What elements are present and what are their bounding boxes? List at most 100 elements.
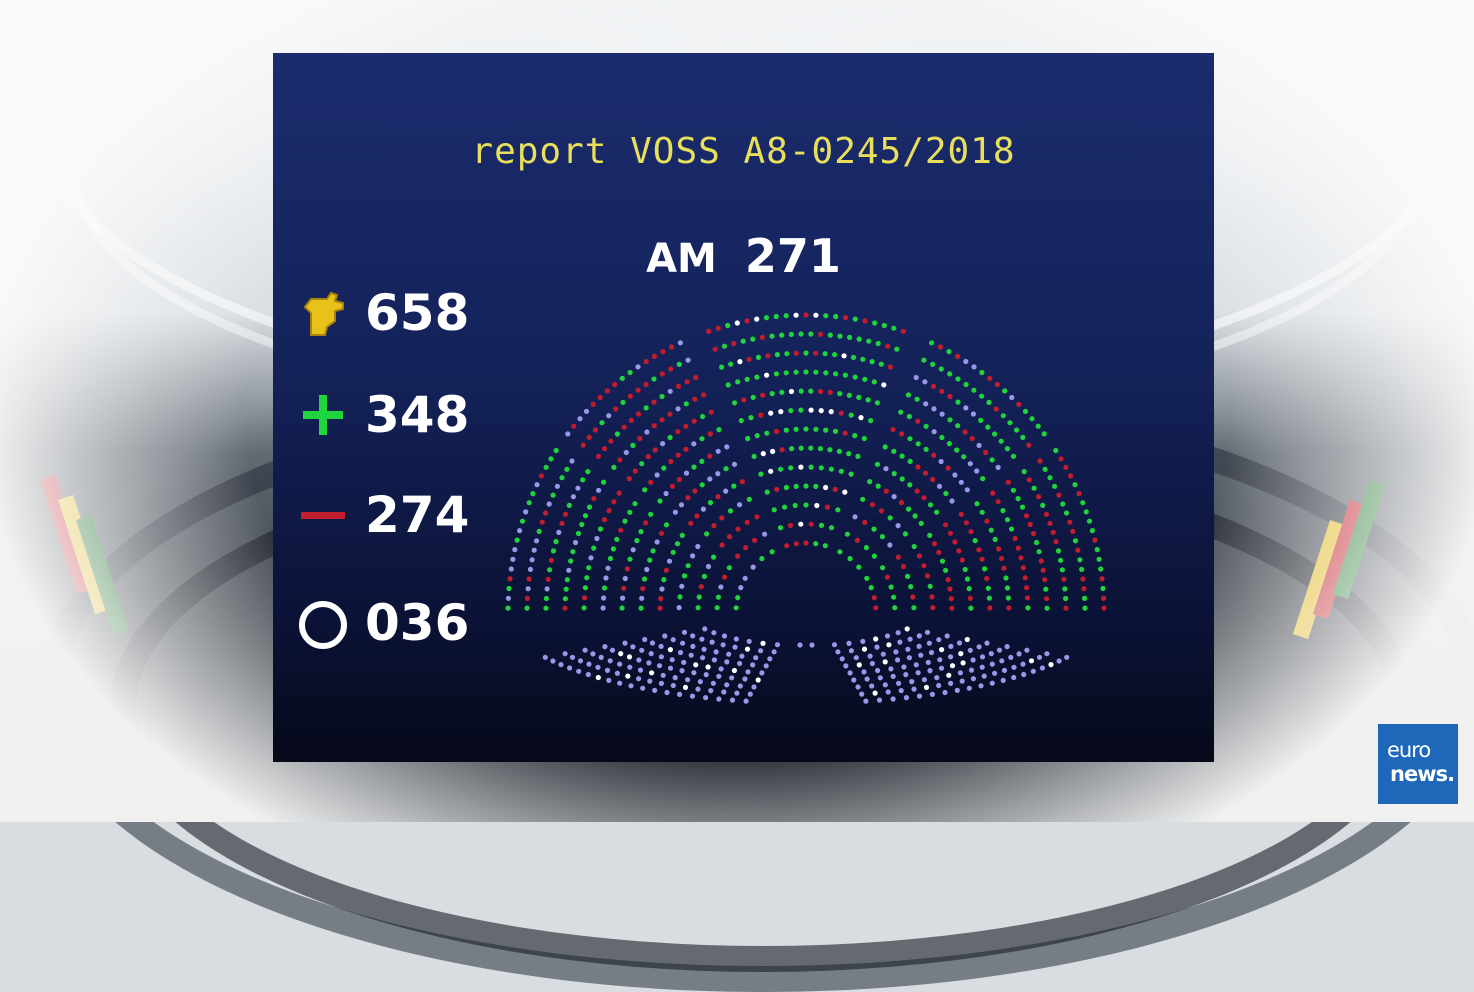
seat-dot xyxy=(927,668,933,674)
seat-dot xyxy=(693,662,699,668)
seat-dot xyxy=(725,382,731,388)
seat-dot xyxy=(1037,458,1043,464)
seat-dot xyxy=(692,396,698,402)
seat-dot xyxy=(967,595,973,601)
seat-dot xyxy=(793,541,799,547)
seat-dot xyxy=(642,636,648,643)
seat-dot xyxy=(1101,605,1107,611)
seat-dot xyxy=(556,529,562,535)
seat-dot xyxy=(627,664,633,670)
seat-dot xyxy=(1075,547,1081,553)
seat-dot xyxy=(550,492,556,498)
seat-dot xyxy=(1058,456,1064,462)
seat-dot xyxy=(685,677,691,683)
seat-dot xyxy=(1044,596,1050,602)
seat-dot xyxy=(676,476,682,483)
seat-dot xyxy=(847,670,853,676)
seat-dot xyxy=(832,352,838,358)
seat-dot xyxy=(643,405,649,411)
seat-dot xyxy=(702,626,708,632)
seat-dot xyxy=(881,322,887,329)
seat-dot xyxy=(939,647,945,653)
seat-dot xyxy=(638,529,644,535)
seat-dot xyxy=(851,677,857,683)
seat-dot xyxy=(762,531,768,537)
seat-dot xyxy=(642,487,648,493)
seat-dot xyxy=(719,515,725,521)
seat-dot xyxy=(970,657,976,663)
seat-dot xyxy=(817,388,824,395)
seat-dot xyxy=(911,605,917,611)
seat-dot xyxy=(568,558,574,564)
seat-dot xyxy=(1101,595,1107,601)
seat-dot xyxy=(670,637,676,643)
seat-dot xyxy=(777,525,784,531)
seat-dot xyxy=(964,576,971,582)
seat-dot xyxy=(632,501,638,507)
seat-dot xyxy=(617,661,623,667)
seat-dot xyxy=(640,685,646,691)
seat-dot xyxy=(898,409,904,415)
seat-dot xyxy=(922,470,929,476)
seat-dot xyxy=(1036,549,1042,555)
seat-dot xyxy=(606,413,612,419)
seat-dot xyxy=(958,651,964,657)
seat-dot xyxy=(882,682,888,688)
seat-dot xyxy=(902,531,909,537)
seat-dot xyxy=(677,594,683,600)
seat-dot xyxy=(666,558,673,564)
seat-dot xyxy=(763,315,770,321)
seat-dot xyxy=(968,605,974,611)
seat-dot xyxy=(548,456,554,462)
seat-dot xyxy=(871,553,878,559)
seat-dot xyxy=(793,483,799,489)
seat-dot xyxy=(729,675,735,681)
seat-dot xyxy=(943,567,949,573)
seat-dot xyxy=(1009,394,1015,401)
seat-dot xyxy=(911,543,917,550)
seat-dot xyxy=(1063,595,1069,602)
seat-dot xyxy=(936,549,942,555)
seat-dot xyxy=(888,584,894,590)
seat-dot xyxy=(1033,539,1040,546)
seat-dot xyxy=(907,436,913,442)
seat-dot xyxy=(601,517,608,523)
seat-dot xyxy=(873,636,879,642)
seat-dot xyxy=(1063,510,1070,516)
seat-dot xyxy=(1094,547,1100,553)
seat-dot xyxy=(1016,651,1022,657)
seat-dot xyxy=(1062,586,1068,592)
seat-dot xyxy=(718,666,724,672)
seat-dot xyxy=(595,453,602,459)
seat-dot xyxy=(538,473,544,479)
seat-dot xyxy=(700,413,706,420)
seat-dot xyxy=(690,553,696,559)
seat-dot xyxy=(891,594,897,600)
seat-dot xyxy=(992,536,998,542)
seat-dot xyxy=(679,668,685,674)
seat-dot xyxy=(947,530,954,536)
seat-dot xyxy=(654,472,660,478)
seat-dot xyxy=(1016,401,1022,407)
seat-dot xyxy=(699,636,705,642)
seat-dot xyxy=(921,677,928,683)
seat-dot xyxy=(658,654,664,660)
seat-dot xyxy=(769,333,775,339)
seat-dot xyxy=(617,457,623,463)
seat-dot xyxy=(726,651,732,657)
seat-dot xyxy=(1036,654,1043,660)
raised-hand-icon xyxy=(303,291,344,336)
seat-dot xyxy=(691,464,697,470)
seat-dot xyxy=(947,417,953,423)
seat-dot xyxy=(970,676,977,682)
seat-dot xyxy=(695,686,701,692)
seat-dot xyxy=(995,499,1001,505)
seat-dot xyxy=(524,605,530,611)
seat-dot xyxy=(779,332,785,338)
seat-dot xyxy=(572,539,579,546)
seat-dot xyxy=(822,351,828,357)
seat-dot xyxy=(905,646,911,652)
seat-dot xyxy=(650,548,656,554)
seat-dot xyxy=(1089,528,1095,534)
seat-dot xyxy=(597,526,604,532)
